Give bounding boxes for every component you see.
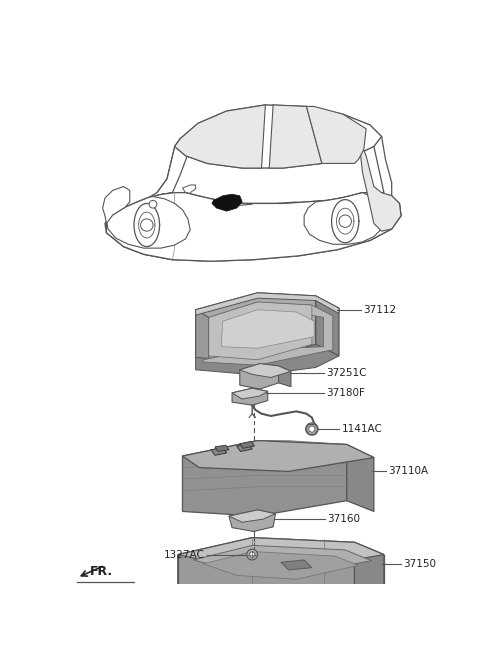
Polygon shape xyxy=(240,363,291,377)
Text: FR.: FR. xyxy=(89,565,113,578)
Polygon shape xyxy=(107,193,392,261)
Text: 1141AC: 1141AC xyxy=(341,424,382,434)
Text: 37110A: 37110A xyxy=(388,466,428,476)
Polygon shape xyxy=(196,310,209,362)
Polygon shape xyxy=(196,293,339,315)
Polygon shape xyxy=(105,193,401,261)
Polygon shape xyxy=(229,510,276,522)
Text: 37160: 37160 xyxy=(327,514,360,524)
Polygon shape xyxy=(204,552,359,579)
Polygon shape xyxy=(175,105,265,168)
Polygon shape xyxy=(281,560,312,570)
Polygon shape xyxy=(306,106,366,163)
Polygon shape xyxy=(237,443,252,451)
Polygon shape xyxy=(209,302,312,359)
Polygon shape xyxy=(355,543,384,601)
Polygon shape xyxy=(178,538,355,602)
Polygon shape xyxy=(221,310,314,348)
Polygon shape xyxy=(232,388,268,405)
Polygon shape xyxy=(316,296,339,356)
Polygon shape xyxy=(240,363,278,389)
Circle shape xyxy=(339,215,351,228)
Polygon shape xyxy=(278,366,291,387)
Text: 37180F: 37180F xyxy=(326,388,365,398)
Polygon shape xyxy=(360,146,401,231)
Polygon shape xyxy=(240,441,254,448)
Polygon shape xyxy=(204,302,333,365)
Circle shape xyxy=(141,219,153,231)
Circle shape xyxy=(309,426,315,432)
Polygon shape xyxy=(229,510,276,531)
Text: 1327AC: 1327AC xyxy=(164,550,205,560)
Polygon shape xyxy=(196,293,316,362)
Text: 37112: 37112 xyxy=(363,305,396,315)
Circle shape xyxy=(306,423,318,435)
Polygon shape xyxy=(175,105,382,168)
Circle shape xyxy=(149,200,157,208)
Polygon shape xyxy=(215,445,229,451)
Polygon shape xyxy=(107,197,190,248)
Polygon shape xyxy=(193,545,372,575)
Text: 37251C: 37251C xyxy=(326,368,366,378)
Polygon shape xyxy=(353,193,401,240)
Polygon shape xyxy=(107,206,188,260)
Polygon shape xyxy=(196,344,339,375)
Polygon shape xyxy=(347,445,374,512)
Polygon shape xyxy=(212,194,242,211)
Text: 37150: 37150 xyxy=(403,559,436,569)
Polygon shape xyxy=(211,447,227,455)
Polygon shape xyxy=(178,538,384,570)
Polygon shape xyxy=(182,441,347,516)
Polygon shape xyxy=(232,388,268,399)
Circle shape xyxy=(250,552,255,558)
Polygon shape xyxy=(182,441,374,472)
Polygon shape xyxy=(269,105,322,168)
Polygon shape xyxy=(103,186,130,224)
Circle shape xyxy=(247,549,258,560)
Polygon shape xyxy=(304,193,385,244)
